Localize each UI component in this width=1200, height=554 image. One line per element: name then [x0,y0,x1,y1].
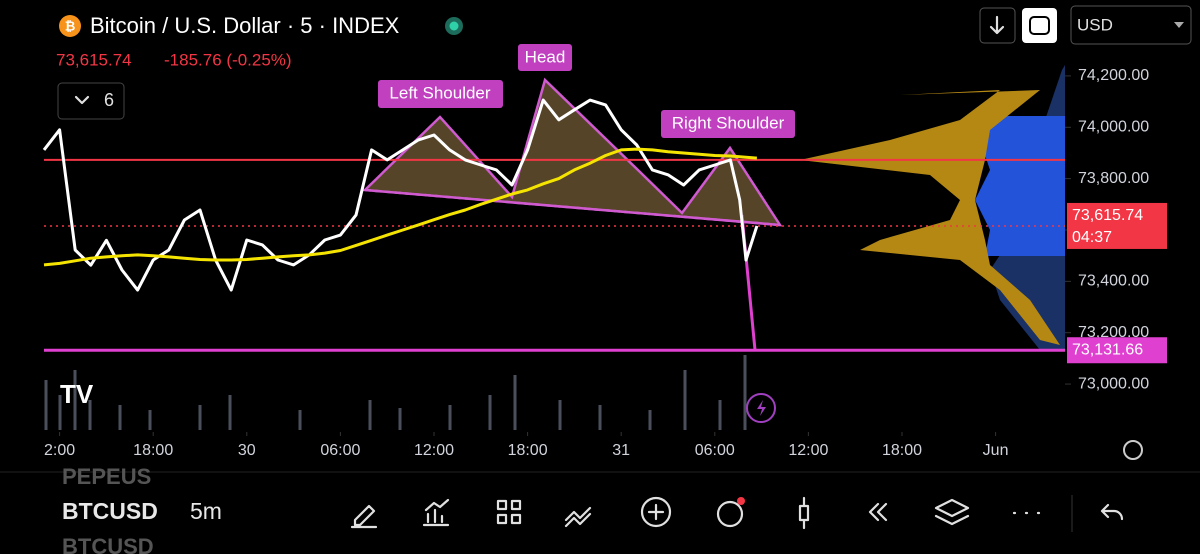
fullscreen-button[interactable] [1022,8,1057,43]
notification-dot [737,497,745,505]
logo: TV [60,379,94,409]
fullscreen-icon [1029,16,1050,35]
interval[interactable]: 5m [190,498,222,524]
market-status-dot [449,21,459,31]
annotation: Left Shoulder [389,83,490,102]
currency: USD [1077,15,1113,34]
annotation-box [518,44,572,71]
x-tick-label: 12:00 [788,442,828,459]
x-tick-label: 18:00 [133,442,173,459]
watchlist-item[interactable]: PEPEUS [62,464,151,489]
plot: 73,000.0073,200.0073,400.0073,600.0073,8… [42,67,1167,459]
currency-select[interactable] [1070,5,1192,45]
indicators-tool[interactable] [422,498,450,527]
pattern-shape [362,77,783,227]
chart-type-tool[interactable] [798,496,810,530]
dropdown-arrow [1174,22,1184,28]
add-tool[interactable] [640,496,672,528]
annotation: Head [525,47,566,66]
replay-tool[interactable] [868,502,888,522]
indicator-toggle[interactable] [57,82,125,120]
series-line [43,147,758,267]
x-tick-label: 06:00 [695,442,735,459]
last-price: 73,615.74 [56,50,132,69]
y-tick-label: 73,800.00 [1078,170,1149,187]
bolt [757,400,766,416]
symbol[interactable]: BTCUSD [62,498,158,524]
x-tick-label: 12:00 [414,442,454,459]
settings-button[interactable] [1123,440,1143,460]
undo-tool[interactable] [1100,503,1124,521]
x-tick-label: Jun [983,442,1009,459]
volume-bars [44,355,747,430]
price-tag-label: 73,615.74 [1072,207,1143,224]
indicator-count: 6 [104,90,114,110]
annotation-box [378,80,503,108]
toolbar [350,495,1124,532]
price-tag [1067,337,1167,364]
coin-icon [59,15,81,37]
series-line [42,98,759,292]
compare-tool[interactable] [564,506,592,528]
y-tick-label: 73,200.00 [1078,324,1149,341]
x-tick-label: 06:00 [320,442,360,459]
y-tick-label: 73,400.00 [1078,273,1149,290]
annotation: Right Shoulder [672,113,785,132]
x-tick-label: 31 [612,442,630,459]
chevron [74,95,90,105]
countdown: 04:37 [1072,229,1112,246]
coin-symbol: ₿ [65,18,76,33]
alert-tool[interactable] [716,500,744,528]
draw-tool[interactable] [350,504,378,529]
x-tick-label: 30 [238,442,256,459]
layout-tool[interactable] [496,499,522,525]
price-tag-label: 73,131.66 [1072,341,1143,358]
y-tick-label: 73,000.00 [1078,375,1149,392]
layers-tool[interactable] [934,498,970,526]
y-tick-label: 74,000.00 [1078,118,1149,135]
symbol-title[interactable]: Bitcoin / U.S. Dollar · 5 · INDEX [90,13,400,38]
alert-button[interactable] [746,393,776,423]
price-tag [1067,202,1167,249]
y-tick-label: 74,200.00 [1078,67,1149,84]
x-tick-label: 18:00 [882,442,922,459]
annotation-box [661,110,795,138]
volume-profile [800,65,1065,350]
watchlist-item[interactable]: BTCUSD [62,534,154,554]
download-icon [989,15,1005,35]
x-tick-label: 18:00 [508,442,548,459]
x-tick-label: 2:00 [44,442,75,459]
price-change: -185.76 (-0.25%) [164,50,292,69]
plus [647,503,665,521]
